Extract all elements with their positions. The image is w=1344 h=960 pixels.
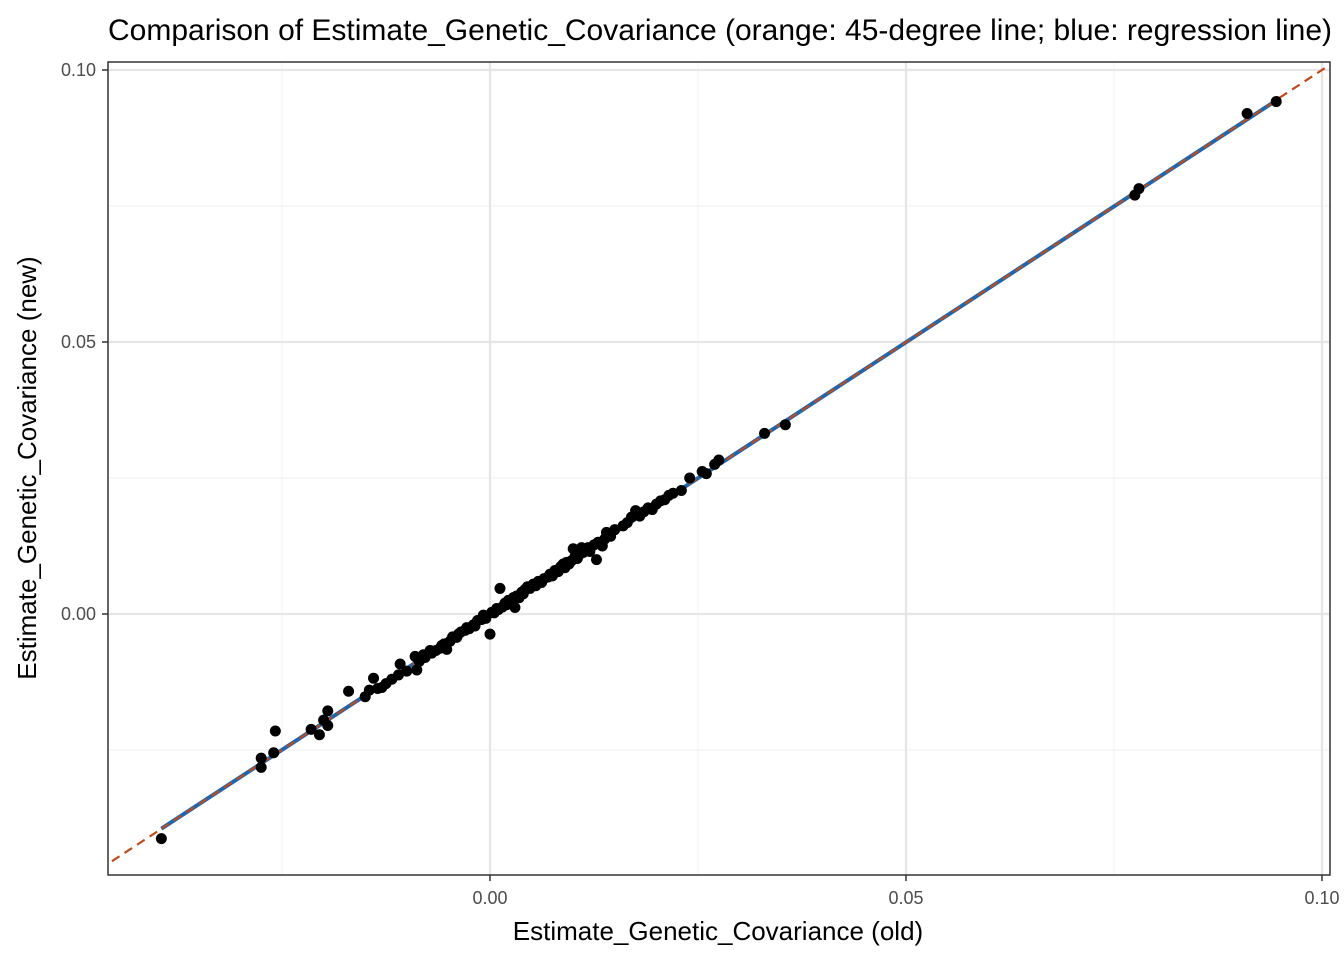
x-tick-label: 0.00 <box>472 888 507 908</box>
x-tick-label: 0.05 <box>888 888 923 908</box>
data-point <box>255 752 267 764</box>
data-point <box>269 725 281 737</box>
points <box>155 96 1282 845</box>
x-axis: 0.00 0.05 0.10 <box>472 875 1340 908</box>
data-point <box>155 833 167 845</box>
data-point <box>305 723 317 735</box>
data-point <box>1133 183 1145 195</box>
data-point <box>411 664 423 676</box>
data-point <box>363 684 375 696</box>
panel-border <box>107 61 1331 876</box>
y-axis: 0.00 0.05 0.10 <box>61 60 108 624</box>
grid <box>108 62 1330 875</box>
y-tick-label: 0.00 <box>61 604 96 624</box>
data-point <box>322 720 334 732</box>
data-point <box>509 601 521 613</box>
data-point <box>1241 108 1253 120</box>
data-point <box>779 419 791 431</box>
data-point <box>590 554 602 566</box>
data-point <box>255 761 267 773</box>
y-tick-label: 0.05 <box>61 332 96 352</box>
y-tick-label: 0.10 <box>61 60 96 80</box>
data-point <box>759 427 771 439</box>
data-point <box>313 729 325 741</box>
data-point <box>484 628 496 640</box>
data-point <box>684 472 696 484</box>
x-axis-title: Estimate_Genetic_Covariance (old) <box>513 916 923 946</box>
data-point <box>667 487 679 499</box>
data-point <box>268 747 280 759</box>
data-point <box>609 524 621 536</box>
identity-line <box>108 63 1330 866</box>
data-point <box>675 485 687 497</box>
y-axis-title: Estimate_Genetic_Covariance (new) <box>12 256 42 679</box>
data-point <box>322 705 334 717</box>
x-tick-label: 0.10 <box>1304 888 1339 908</box>
data-point <box>700 468 712 480</box>
data-point <box>713 454 725 466</box>
data-point <box>394 658 406 670</box>
data-point <box>494 582 506 594</box>
data-point <box>401 665 413 677</box>
data-point <box>392 669 404 681</box>
chart-title: Comparison of Estimate_Genetic_Covarianc… <box>108 14 1332 47</box>
identity-line-group <box>108 63 1330 866</box>
data-point <box>343 685 355 697</box>
data-point <box>368 672 380 684</box>
data-point <box>1270 96 1282 108</box>
